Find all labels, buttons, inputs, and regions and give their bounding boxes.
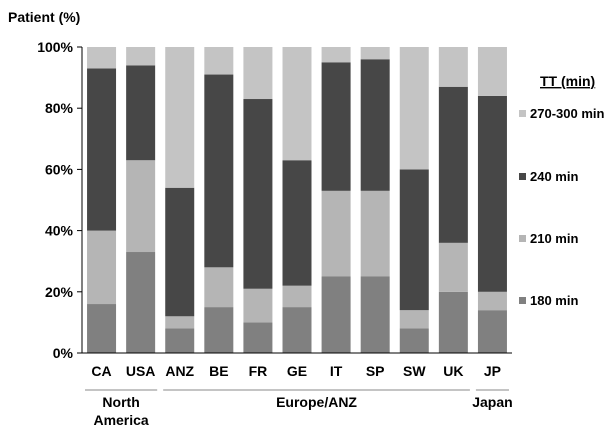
group-label: North xyxy=(102,394,139,410)
bar-segment xyxy=(399,169,429,311)
bar-segment xyxy=(126,160,156,253)
legend-swatch xyxy=(519,173,526,180)
x-tick-label: IT xyxy=(330,363,343,379)
bar-segment xyxy=(126,252,156,353)
bar-segment xyxy=(126,47,156,66)
legend-label: 240 min xyxy=(530,169,578,184)
group-label: America xyxy=(93,412,148,428)
bar-segment xyxy=(438,47,468,87)
bar-segment xyxy=(399,310,429,329)
group-label: Japan xyxy=(472,394,512,410)
bar-segment xyxy=(87,47,117,69)
category-groups: North America Europe/ANZ Japan xyxy=(85,389,513,428)
y-tick-label: 20% xyxy=(45,284,74,300)
bar-segment xyxy=(165,328,195,353)
bar-segment xyxy=(204,74,234,268)
bar-segment xyxy=(243,288,273,323)
x-tick-label: CA xyxy=(91,363,111,379)
y-tick-label: 40% xyxy=(45,223,74,239)
bar-segment xyxy=(321,47,351,63)
bar-segment xyxy=(399,47,429,170)
bar-segment xyxy=(243,99,273,289)
bar-segment xyxy=(87,304,117,353)
x-tick-label: USA xyxy=(126,363,156,379)
x-tick-label: FR xyxy=(249,363,268,379)
x-tick-label: ANZ xyxy=(165,363,194,379)
y-axis: 0% 20% 40% 60% 80% 100% xyxy=(37,39,83,361)
x-tick-label: BE xyxy=(209,363,228,379)
x-axis: CA USA ANZ BE FR GE IT SP SW UK JP xyxy=(82,352,512,379)
bar-segment xyxy=(282,47,312,161)
x-tick-label: SP xyxy=(366,363,385,379)
legend-label: 210 min xyxy=(530,231,578,246)
bar-segment xyxy=(243,47,273,100)
bar-segment xyxy=(87,230,117,305)
bar-segment xyxy=(438,291,468,353)
legend-swatch xyxy=(519,110,526,117)
x-tick-label: JP xyxy=(484,363,501,379)
bar-segment xyxy=(165,316,195,329)
y-tick-label: 80% xyxy=(45,100,74,116)
bar-segment xyxy=(477,310,507,353)
bar-segment xyxy=(243,322,273,353)
bar-segment xyxy=(360,47,390,60)
legend-swatch xyxy=(519,235,526,242)
bar-segment xyxy=(165,187,195,317)
y-tick-label: 0% xyxy=(53,345,74,361)
x-tick-label: GE xyxy=(287,363,307,379)
y-tick-label: 100% xyxy=(37,39,73,55)
bar-segment xyxy=(282,160,312,286)
bar-segment xyxy=(360,276,390,353)
legend: TT (min) 270-300 min 240 min 210 min 180 mi… xyxy=(519,73,604,308)
group-label: Europe/ANZ xyxy=(276,394,357,410)
bar-segment xyxy=(321,190,351,277)
bar-segment xyxy=(87,68,117,231)
bar-segment xyxy=(477,47,507,96)
bar-segment xyxy=(477,95,507,292)
bar-segment xyxy=(204,267,234,308)
bar-segment xyxy=(477,291,507,311)
legend-swatch xyxy=(519,297,526,304)
bar-segment xyxy=(360,190,390,277)
bar-segment xyxy=(282,307,312,353)
bar-segment xyxy=(438,242,468,292)
y-axis-title: Patient (%) xyxy=(8,9,80,25)
bar-segment xyxy=(204,47,234,75)
bar-segment xyxy=(165,47,195,188)
bar-segment xyxy=(282,285,312,308)
bar-segment xyxy=(204,307,234,353)
bar-segment xyxy=(360,59,390,191)
y-tick-label: 60% xyxy=(45,161,74,177)
legend-label: 180 min xyxy=(530,293,578,308)
bars xyxy=(87,47,507,353)
bar-segment xyxy=(126,65,156,161)
legend-title: TT (min) xyxy=(540,73,595,89)
x-tick-label: SW xyxy=(403,363,426,379)
bar-segment xyxy=(321,62,351,191)
bar-segment xyxy=(438,86,468,243)
legend-label: 270-300 min xyxy=(530,106,604,121)
bar-segment xyxy=(321,276,351,353)
bar-segment xyxy=(399,328,429,353)
x-tick-label: UK xyxy=(443,363,463,379)
